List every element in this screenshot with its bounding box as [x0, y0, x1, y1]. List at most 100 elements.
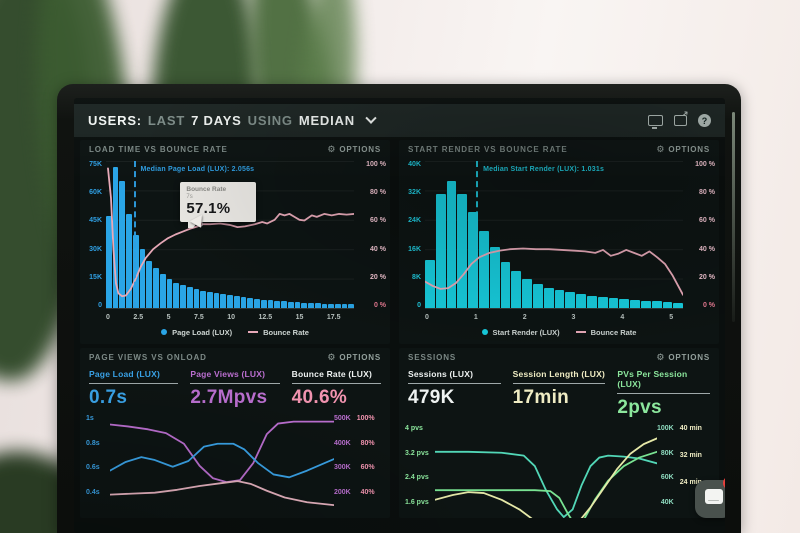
bar — [565, 292, 576, 308]
bar — [673, 302, 683, 308]
sessions-plot[interactable] — [435, 423, 657, 518]
y-axis-seconds: 1s 0.8s 0.6s 0.4s — [86, 415, 100, 496]
bar — [468, 212, 478, 308]
pageviews-plot[interactable] — [110, 413, 334, 509]
bar — [457, 194, 468, 308]
users-range-dropdown[interactable]: USERS: LAST 7 DAYS USING MEDIAN — [88, 112, 377, 128]
y-axis-right: 500K 400K 300K 200K 100% 80% 60% 40% — [334, 413, 390, 496]
gear-icon: ⚙ — [327, 144, 336, 154]
metric-page-load: Page Load (LUX) 0.7s — [89, 369, 179, 409]
bar — [146, 260, 153, 308]
options-button[interactable]: ⚙ OPTIONS — [656, 352, 710, 363]
metric-sessions: Sessions (LUX) 479K — [408, 369, 501, 419]
start-render-plot[interactable]: Median Start Render (LUX): 1.031s — [425, 161, 683, 309]
bar — [274, 300, 281, 308]
options-button[interactable]: ⚙ OPTIONS — [327, 352, 381, 363]
metric-session-length: Session Length (LUX) 17min — [512, 369, 606, 408]
panel-grid: LOAD TIME VS BOUNCE RATE ⚙ OPTIONS 75K 60… — [80, 140, 719, 520]
bar — [227, 295, 233, 308]
legend-start-render: Start Render (LUX) — [481, 328, 560, 337]
chart-legend: Page Load (LUX) Bounce Rate — [80, 323, 390, 341]
y-axis-minutes: 40 min 32 min 24 min — [679, 425, 702, 486]
legend-dot-icon — [481, 329, 488, 335]
page-load-bars — [106, 161, 354, 308]
bar — [489, 247, 500, 308]
metric-page-views: Page Views (LUX) 2.7Mpvs — [190, 369, 280, 409]
panel-title: LOAD TIME VS BOUNCE RATE — [89, 145, 228, 154]
bar — [651, 301, 662, 308]
bar — [240, 297, 247, 308]
bar — [576, 294, 586, 308]
options-button[interactable]: ⚙ OPTIONS — [327, 144, 381, 155]
bar — [532, 284, 543, 308]
bar — [153, 267, 159, 308]
display-icon[interactable] — [648, 115, 663, 129]
bar — [287, 301, 294, 308]
panel-title: PAGE VIEWS VS ONLOAD — [89, 353, 207, 362]
panel-load-time: LOAD TIME VS BOUNCE RATE ⚙ OPTIONS 75K 60… — [80, 140, 390, 344]
bar — [435, 194, 446, 308]
bar — [233, 296, 240, 308]
panel-sessions: SESSIONS ⚙ OPTIONS Sessions (LUX) 479K — [399, 348, 719, 518]
laptop-bezel: USERS: LAST 7 DAYS USING MEDIAN ? — [57, 84, 741, 533]
bar — [260, 299, 267, 308]
y-axis-left: 40K 32K 24K 16K 8K 0 — [408, 161, 421, 309]
bar — [112, 166, 119, 308]
chat-widget-button[interactable]: 4 — [695, 476, 725, 518]
y-axis-pvs: 4 pvs 3.2 pvs 2.4 pvs 1.6 pvs — [405, 425, 429, 506]
bar — [186, 287, 193, 308]
x-axis: 0 2.5 5 7.5 10 12.5 15 17.5 — [106, 313, 341, 321]
y-axis-left: 75K 60K 45K 30K 15K 0 — [89, 161, 102, 309]
bar — [662, 302, 673, 308]
bar — [126, 213, 132, 308]
median-annotation: Median Page Load (LUX): 2.056s — [140, 166, 255, 173]
legend-bounce-rate: Bounce Rate — [575, 328, 636, 337]
chevron-down-icon — [365, 112, 377, 124]
legend-line-icon — [248, 331, 259, 333]
bar — [247, 298, 254, 308]
help-icon[interactable]: ? — [698, 114, 711, 127]
topbar-using-label: USING — [247, 113, 293, 128]
bar — [132, 235, 139, 308]
bar — [619, 299, 630, 308]
bounce-rate-line — [106, 161, 354, 308]
bar — [478, 230, 489, 308]
share-icon[interactable] — [674, 115, 687, 126]
bounce-rate-tooltip: Bounce Rate 7s 57.1% — [180, 181, 257, 228]
notification-badge: 4 — [723, 476, 725, 490]
median-annotation: Median Start Render (LUX): 1.031s — [483, 166, 605, 173]
bar — [166, 278, 173, 308]
gear-icon: ⚙ — [656, 144, 665, 154]
load-time-plot[interactable]: Median Page Load (LUX): 2.056s Bounce Ra… — [106, 161, 354, 309]
legend-bounce-rate: Bounce Rate — [248, 328, 309, 337]
topbar-last-label: LAST — [147, 113, 186, 128]
panel-start-render: START RENDER VS BOUNCE RATE ⚙ OPTIONS 40… — [399, 140, 719, 344]
y-axis-right: 100 % 80 % 60 % 40 % 20 % 0 % — [366, 161, 386, 309]
bar — [220, 294, 227, 308]
y-axis-right: 100 % 80 % 60 % 40 % 20 % 0 % — [695, 161, 715, 309]
bar — [608, 298, 619, 308]
median-line — [133, 161, 136, 308]
bar — [139, 249, 146, 308]
bar — [597, 296, 608, 308]
topbar-days-label: 7 DAYS — [191, 113, 242, 128]
bar — [106, 215, 112, 308]
gear-icon: ⚙ — [656, 352, 665, 362]
bar — [213, 293, 220, 308]
bar — [500, 262, 511, 308]
options-button[interactable]: ⚙ OPTIONS — [656, 144, 710, 155]
legend-line-icon — [575, 331, 586, 333]
pageviews-lines — [110, 413, 334, 509]
bar — [119, 180, 126, 308]
bar — [640, 300, 651, 308]
metric-row: Page Load (LUX) 0.7s Page Views (LUX) 2.… — [80, 365, 390, 409]
bounce-rate-line — [425, 161, 683, 308]
bar — [543, 287, 554, 308]
bar — [180, 285, 186, 308]
legend-dot-icon — [161, 329, 168, 335]
metric-bounce-rate: Bounce Rate (LUX) 40.6% — [291, 369, 381, 409]
metric-pvs-per-session: PVs Per Session (LUX) 2pvs — [617, 369, 711, 419]
bar — [314, 303, 321, 308]
